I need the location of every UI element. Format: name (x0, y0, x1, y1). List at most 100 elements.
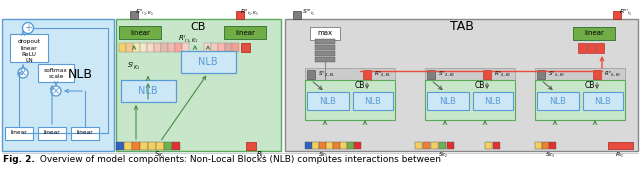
Bar (535, 142, 542, 149)
Bar (596, 43, 604, 53)
Bar (116, 142, 124, 150)
Text: NLB: NLB (595, 97, 611, 106)
Text: $S'_{K_1}$: $S'_{K_1}$ (127, 61, 141, 73)
Bar (439, 142, 446, 149)
Circle shape (18, 68, 28, 78)
Bar (305, 68, 395, 80)
Bar (493, 142, 500, 149)
Bar (319, 142, 326, 149)
Bar (307, 92, 349, 110)
Bar (161, 43, 168, 52)
Bar (425, 68, 515, 80)
Bar (423, 142, 430, 149)
Bar (119, 43, 126, 52)
Bar (5, 127, 33, 140)
Text: $S_{K_3}$: $S_{K_3}$ (545, 150, 556, 160)
Bar (363, 70, 371, 79)
Bar (593, 70, 601, 79)
Text: $S''_{i_1,K_2}$: $S''_{i_1,K_2}$ (438, 69, 456, 79)
Text: $R''_{i_1,K_3}$: $R''_{i_1,K_3}$ (604, 69, 621, 79)
Text: linear: linear (77, 131, 93, 135)
Text: $S_{K_1}$: $S_{K_1}$ (318, 150, 328, 160)
Text: linear: linear (11, 131, 28, 135)
Bar (232, 43, 239, 52)
Bar (172, 142, 180, 150)
Bar (315, 57, 335, 62)
Text: NLB: NLB (440, 97, 456, 106)
Bar (241, 43, 250, 52)
Bar (535, 80, 625, 120)
Bar (126, 43, 133, 52)
Text: Overview of model components: Non-Local Blocks (NLB) computes interactions betwe: Overview of model components: Non-Local … (37, 155, 441, 164)
Bar (354, 142, 361, 149)
Text: Fig. 2.: Fig. 2. (3, 155, 35, 164)
Bar (427, 92, 469, 110)
Text: $S''_{i_1,K_3}$: $S''_{i_1,K_3}$ (548, 69, 566, 79)
Circle shape (22, 22, 33, 33)
Bar (132, 142, 140, 150)
Text: NLB: NLB (365, 97, 381, 106)
Text: $S''_{i_1,K_1}$: $S''_{i_1,K_1}$ (134, 8, 154, 18)
Bar (305, 80, 395, 120)
Text: NLB: NLB (550, 97, 566, 106)
Text: $R'_{i_1,K_1}$: $R'_{i_1,K_1}$ (178, 34, 198, 46)
Bar (168, 43, 175, 52)
Bar (156, 142, 164, 150)
Bar (181, 51, 236, 73)
Bar (608, 142, 633, 149)
Bar (147, 43, 154, 52)
Text: dropout: dropout (17, 39, 40, 45)
Bar (542, 142, 549, 149)
Text: CB: CB (355, 81, 365, 89)
Bar (211, 43, 218, 52)
Text: $R''_{i_1,K_1}$: $R''_{i_1,K_1}$ (374, 69, 392, 79)
Bar (285, 19, 638, 151)
Text: ×: × (52, 86, 60, 96)
Bar (130, 11, 138, 19)
Bar (2, 19, 114, 151)
Bar (164, 142, 172, 150)
Text: linear: linear (235, 30, 255, 36)
Bar (447, 142, 454, 149)
Text: CB: CB (190, 22, 205, 32)
Bar (175, 43, 182, 52)
Bar (121, 80, 176, 102)
Bar (310, 27, 340, 40)
Bar (312, 142, 319, 149)
Bar (537, 70, 545, 79)
Text: NLB: NLB (67, 69, 93, 81)
Text: ×: × (19, 68, 27, 78)
Bar (613, 11, 621, 19)
Text: CB: CB (585, 81, 595, 89)
Bar (140, 43, 147, 52)
Bar (431, 142, 438, 149)
Bar (246, 142, 256, 150)
Bar (225, 43, 232, 52)
Text: $R'''_{i_1}$: $R'''_{i_1}$ (620, 8, 633, 18)
Bar (305, 142, 312, 149)
Text: $S''_{i_1,K_1}$: $S''_{i_1,K_1}$ (319, 69, 335, 79)
Bar (218, 43, 225, 52)
Bar (573, 27, 615, 40)
Text: $S'''_{i_1}$: $S'''_{i_1}$ (303, 8, 316, 18)
Bar (473, 92, 513, 110)
Text: $R_{i_1}$: $R_{i_1}$ (616, 150, 625, 160)
Bar (119, 26, 161, 39)
Bar (148, 142, 156, 150)
Text: $S_{K_1}$: $S_{K_1}$ (154, 149, 166, 160)
Bar (340, 142, 347, 149)
Bar (38, 127, 66, 140)
Bar (347, 142, 354, 149)
Bar (587, 43, 595, 53)
Text: softmax: softmax (44, 67, 68, 72)
Bar (333, 142, 340, 149)
Text: LN: LN (25, 57, 33, 63)
Bar (549, 142, 556, 149)
Bar (483, 70, 491, 79)
Text: linear: linear (130, 30, 150, 36)
Bar (535, 68, 625, 80)
Text: ReLU: ReLU (22, 52, 36, 56)
Text: linear: linear (20, 46, 37, 50)
Text: max: max (317, 30, 333, 36)
Bar (315, 51, 335, 56)
